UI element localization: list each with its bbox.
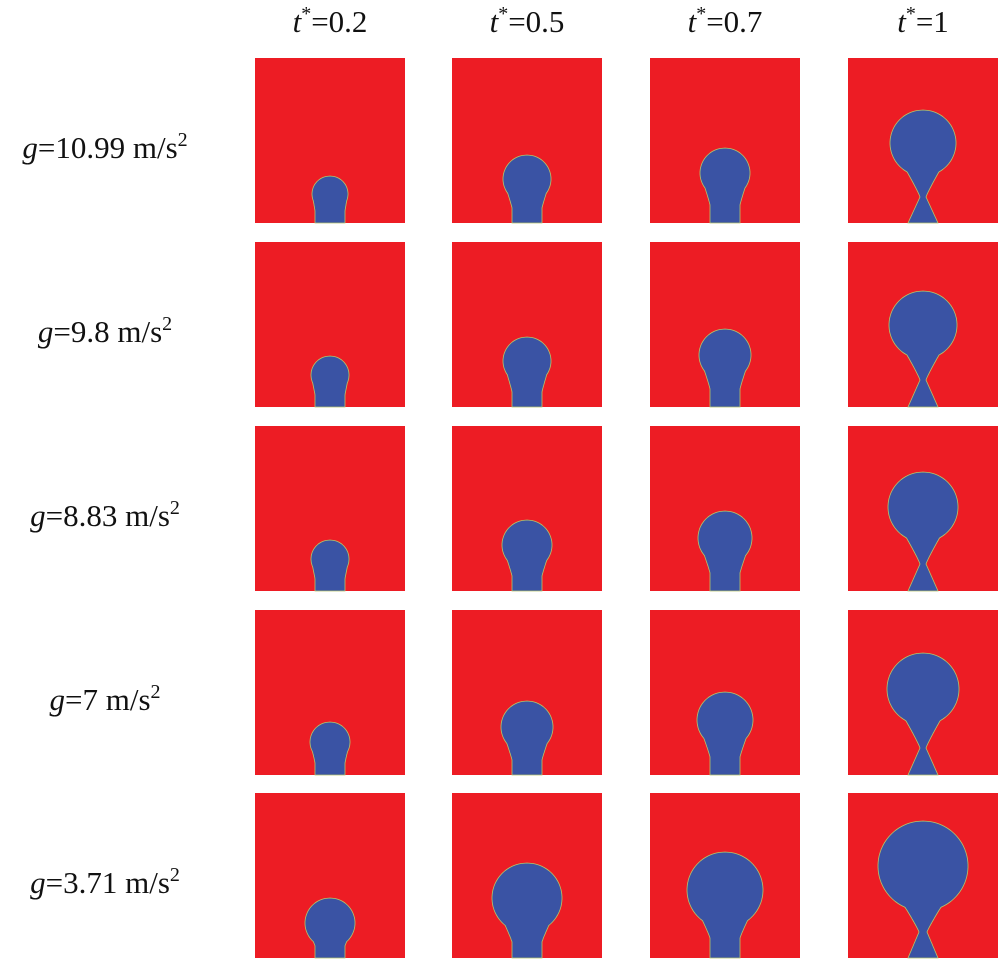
variable: t [490,4,500,39]
bubble [886,652,960,776]
row-label: g=10.99 m/s2 [22,129,187,165]
bubble [501,519,553,592]
superscript: * [906,3,916,25]
bubble [697,510,753,592]
variable: t [293,4,303,39]
variable: t [688,4,698,39]
variable: g [22,130,38,165]
superscript: * [498,3,508,25]
value: =3.71 m/s [46,865,170,900]
bubble [304,897,356,959]
superscript: 2 [178,129,188,151]
bubble [310,539,350,592]
bubble [311,175,349,224]
superscript: 2 [151,681,161,703]
value: =9.8 m/s [53,314,162,349]
bubble [889,109,957,224]
value: =8.83 m/s [46,498,170,533]
row-label: g=8.83 m/s2 [30,497,180,533]
row-label: g=7 m/s2 [49,681,160,717]
variable: g [30,498,46,533]
value: =10.99 m/s [38,130,178,165]
bubble [887,471,959,592]
bubble [686,851,764,959]
bubble [877,820,969,959]
row-label: g=9.8 m/s2 [38,313,172,349]
bubble [699,147,751,224]
variable: g [30,865,46,900]
variable: g [38,314,54,349]
bubble [491,862,563,959]
bubble [502,336,552,408]
bubble [698,328,752,408]
bubble [502,154,552,224]
value: =0.2 [311,4,367,39]
bubble [500,700,554,776]
value: =0.7 [706,4,762,39]
bubble [309,721,351,776]
superscript: * [696,3,706,25]
column-header: t*=0.7 [688,3,763,39]
variable: g [49,682,65,717]
superscript: 2 [170,864,180,886]
value: =7 m/s [65,682,151,717]
column-header: t*=0.2 [293,3,368,39]
row-label: g=3.71 m/s2 [30,864,180,900]
bubble [310,355,350,408]
bubble [888,290,958,408]
value: =0.5 [508,4,564,39]
superscript: * [301,3,311,25]
variable: t [897,4,907,39]
column-header: t*=1 [897,3,949,39]
bubble [696,691,754,776]
value: =1 [916,4,949,39]
superscript: 2 [170,497,180,519]
superscript: 2 [162,313,172,335]
column-header: t*=0.5 [490,3,565,39]
